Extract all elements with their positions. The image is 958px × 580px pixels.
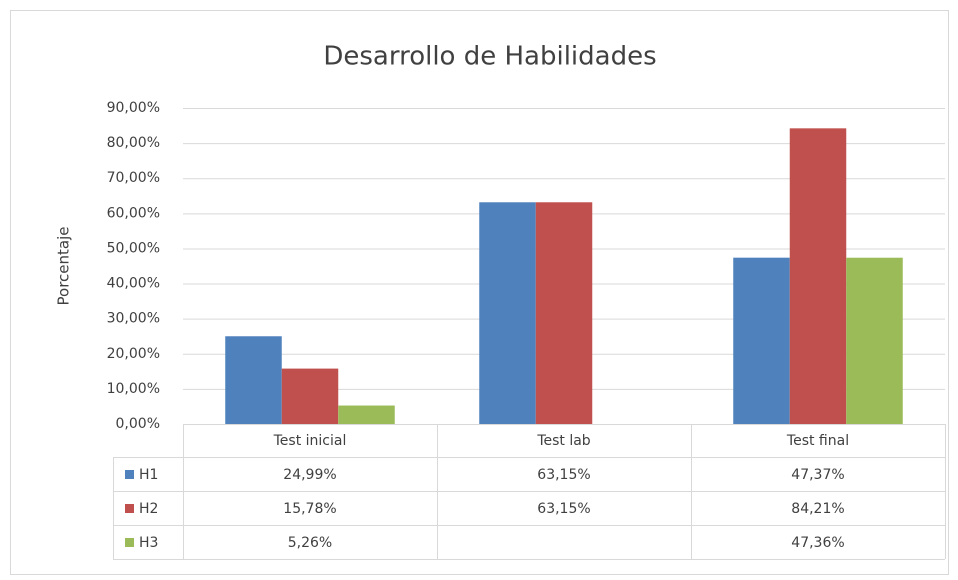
y-tick-label: 90,00% bbox=[107, 100, 160, 116]
legend-label: H3 bbox=[139, 535, 158, 551]
y-tick-label: 10,00% bbox=[107, 381, 160, 397]
y-tick-label: 30,00% bbox=[107, 311, 160, 327]
y-tick-label: 70,00% bbox=[107, 170, 160, 186]
bar bbox=[225, 336, 282, 424]
legend-swatch bbox=[125, 470, 134, 479]
y-tick-label: 40,00% bbox=[107, 276, 160, 292]
bar bbox=[733, 257, 790, 424]
legend-swatch bbox=[125, 538, 134, 547]
table-value: 63,15% bbox=[537, 501, 590, 517]
x-tick-label: Test inicial bbox=[273, 433, 347, 449]
y-tick-label: 50,00% bbox=[107, 240, 160, 256]
y-tick-label: 80,00% bbox=[107, 135, 160, 151]
legend-label: H1 bbox=[139, 467, 158, 483]
table-value: 15,78% bbox=[283, 501, 336, 517]
table-value: 84,21% bbox=[791, 501, 844, 517]
legend-swatch bbox=[125, 504, 134, 513]
table-value: 24,99% bbox=[283, 467, 336, 483]
bar bbox=[338, 405, 395, 424]
table-value: 63,15% bbox=[537, 467, 590, 483]
y-tick-label: 60,00% bbox=[107, 205, 160, 221]
x-tick-label: Test lab bbox=[536, 433, 590, 449]
table-value: 5,26% bbox=[288, 535, 332, 551]
bar bbox=[281, 368, 339, 424]
y-tick-label: 0,00% bbox=[116, 416, 160, 432]
bar bbox=[535, 202, 593, 424]
legend-label: H2 bbox=[139, 501, 158, 517]
table-value: 47,37% bbox=[791, 467, 844, 483]
x-tick-label: Test final bbox=[786, 433, 849, 449]
table-value: 47,36% bbox=[791, 535, 844, 551]
bar bbox=[789, 128, 847, 424]
bar bbox=[479, 202, 536, 424]
chart-title: Desarrollo de Habilidades bbox=[323, 42, 656, 72]
y-tick-label: 20,00% bbox=[107, 346, 160, 362]
y-axis-label: Porcentaje bbox=[55, 227, 73, 306]
bar bbox=[846, 257, 903, 424]
